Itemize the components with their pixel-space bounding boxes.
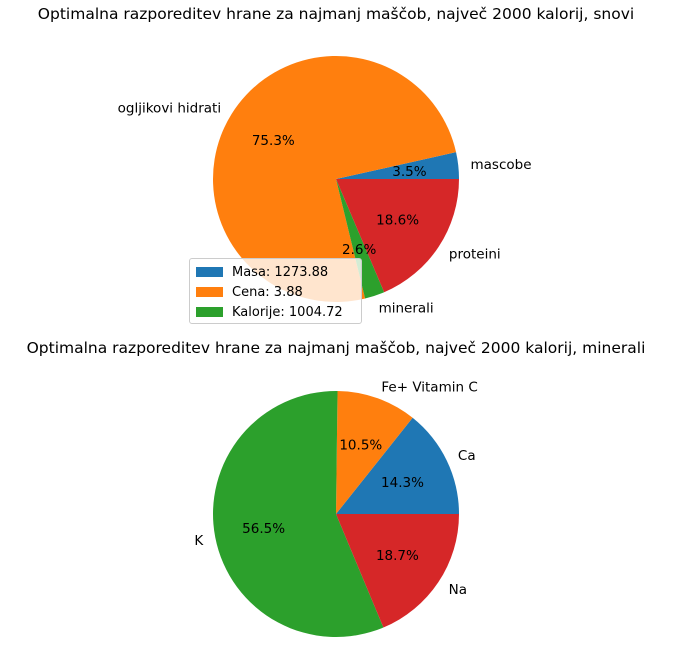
slice-percent-label: 14.3% [381, 475, 424, 491]
legend-label: Kalorije: 1004.72 [232, 304, 343, 320]
slice-percent-label: 18.7% [376, 548, 419, 564]
legend-swatch [196, 267, 223, 277]
legend-swatch [196, 307, 223, 317]
chart-title-minerali: Optimalna razporeditev hrane za najmanj … [27, 339, 646, 357]
legend-swatch [196, 287, 223, 297]
slice-percent-label: 10.5% [339, 438, 382, 454]
legend-entry: Cena: 3.88 [196, 282, 355, 302]
legend-label: Masa: 1273.88 [232, 264, 329, 280]
pie-slice [336, 514, 459, 628]
pie-slice [213, 391, 384, 638]
slice-label: Ca [458, 448, 476, 464]
slice-label: ogljikovi hidrati [118, 101, 221, 117]
pie-slice [336, 152, 459, 179]
slice-label: mascobe [471, 157, 532, 173]
slice-label: Fe+ Vitamin C [381, 380, 477, 396]
slice-label: Na [449, 582, 467, 598]
pie-slice [336, 179, 385, 299]
slice-label: K [194, 533, 204, 549]
slice-percent-label: 56.5% [242, 521, 285, 537]
legend-entry: Kalorije: 1004.72 [196, 302, 355, 322]
pie-slice [336, 179, 459, 293]
chart-title-snovi: Optimalna razporeditev hrane za najmanj … [38, 5, 634, 23]
legend-entry: Masa: 1273.88 [196, 262, 355, 282]
slice-percent-label: 75.3% [252, 133, 295, 149]
pie-slice [213, 55, 457, 302]
slice-percent-label: 2.6% [342, 242, 376, 258]
slice-percent-label: 3.5% [392, 164, 426, 180]
pie-slice [336, 391, 413, 514]
pie-slice [336, 417, 459, 514]
slice-label: proteini [449, 247, 501, 263]
slice-label: minerali [379, 300, 434, 316]
pie-snovi: mascobe ogljikovi hidrati minerali proteini… [118, 55, 532, 316]
pie-minerali: Ca Fe+ Vitamin C K Na 14.3% 10.5% 56.5% 18.7% [194, 380, 478, 638]
legend: Masa: 1273.88 Cena: 3.88 Kalorije: 1004.… [189, 258, 362, 324]
legend-label: Cena: 3.88 [232, 284, 303, 300]
slice-percent-label: 18.6% [376, 213, 419, 229]
